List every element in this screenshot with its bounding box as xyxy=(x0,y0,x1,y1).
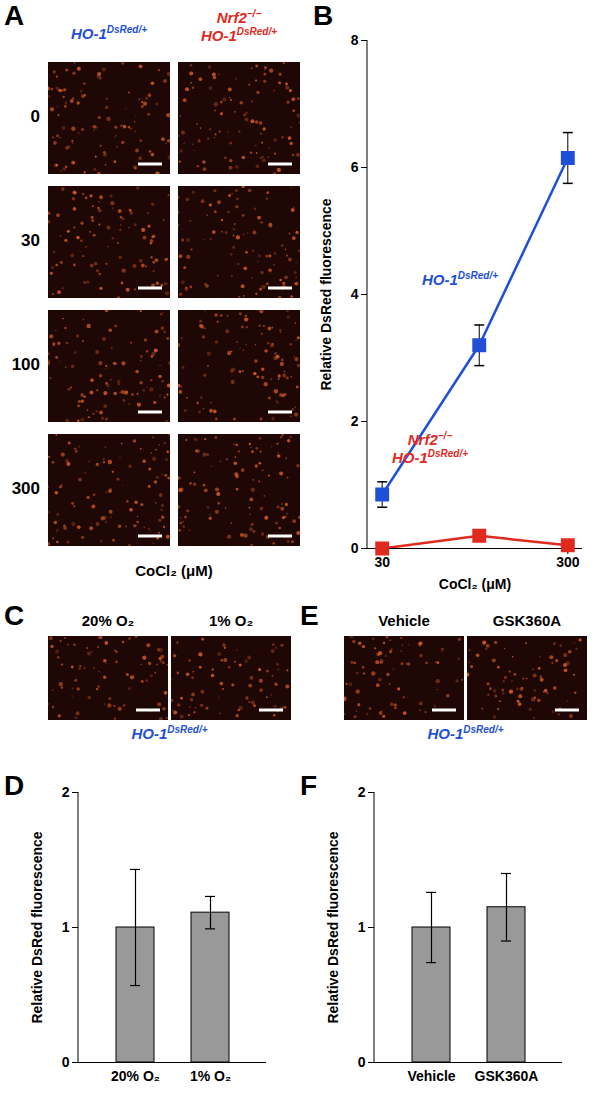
html-text:D: D xyxy=(4,770,25,801)
html-text:1% O₂: 1% O₂ xyxy=(208,612,254,629)
html-text:HO-1DsRed/+: HO-1DsRed/+ xyxy=(131,724,208,742)
html-text:30: 30 xyxy=(21,231,40,250)
html-text:Vehicle: Vehicle xyxy=(378,612,430,629)
svg-text:4: 4 xyxy=(351,286,359,302)
html-text:Nrf2−/−: Nrf2−/− xyxy=(216,8,262,26)
svg-text:2: 2 xyxy=(351,413,359,429)
svg-text:GSK360A: GSK360A xyxy=(475,1068,539,1084)
svg-text:2: 2 xyxy=(358,784,366,800)
html-text:CoCl₂ (μM): CoCl₂ (μM) xyxy=(135,562,213,579)
html-text:HO-1DsRed/+: HO-1DsRed/+ xyxy=(70,24,148,42)
svg-text:30: 30 xyxy=(374,554,390,570)
html-text:300: 300 xyxy=(11,479,40,498)
svg-text:CoCl₂ (μM): CoCl₂ (μM) xyxy=(439,576,511,592)
html-text:20% O₂: 20% O₂ xyxy=(81,612,135,629)
svg-text:Relative DsRed fluorescence: Relative DsRed fluorescence xyxy=(29,831,45,1023)
html-text:Nrf2−/−: Nrf2−/− xyxy=(407,430,453,448)
html-text:F: F xyxy=(300,770,318,801)
svg-text:Vehicle: Vehicle xyxy=(407,1068,455,1084)
svg-text:1% O₂: 1% O₂ xyxy=(190,1068,231,1084)
svg-text:20% O₂: 20% O₂ xyxy=(111,1068,160,1084)
html-text:B: B xyxy=(313,0,334,31)
html-text:0: 0 xyxy=(30,107,40,126)
svg-text:6: 6 xyxy=(351,159,359,175)
svg-text:Relative DsRed fluorescence: Relative DsRed fluorescence xyxy=(325,831,341,1023)
svg-text:0: 0 xyxy=(358,1054,366,1070)
svg-text:8: 8 xyxy=(351,32,359,48)
html-text:E: E xyxy=(300,600,319,631)
html-text:GSK360A: GSK360A xyxy=(492,612,562,629)
html-text:100: 100 xyxy=(11,355,40,374)
svg-text:2: 2 xyxy=(62,784,70,800)
svg-text:Relative DsRed fluorescence: Relative DsRed fluorescence xyxy=(318,198,334,390)
html-text:HO-1DsRed/+: HO-1DsRed/+ xyxy=(200,26,278,45)
html-text:HO-1DsRed/+: HO-1DsRed/+ xyxy=(421,270,499,288)
html-text:C: C xyxy=(4,600,25,631)
svg-text:0: 0 xyxy=(62,1054,70,1070)
svg-text:1: 1 xyxy=(62,919,70,935)
html-text:HO-1DsRed/+: HO-1DsRed/+ xyxy=(427,724,504,742)
svg-text:300: 300 xyxy=(556,554,580,570)
html-text:A: A xyxy=(4,0,25,31)
html-text:HO-1DsRed/+: HO-1DsRed/+ xyxy=(391,448,469,467)
svg-text:0: 0 xyxy=(351,540,359,556)
svg-text:1: 1 xyxy=(358,919,366,935)
